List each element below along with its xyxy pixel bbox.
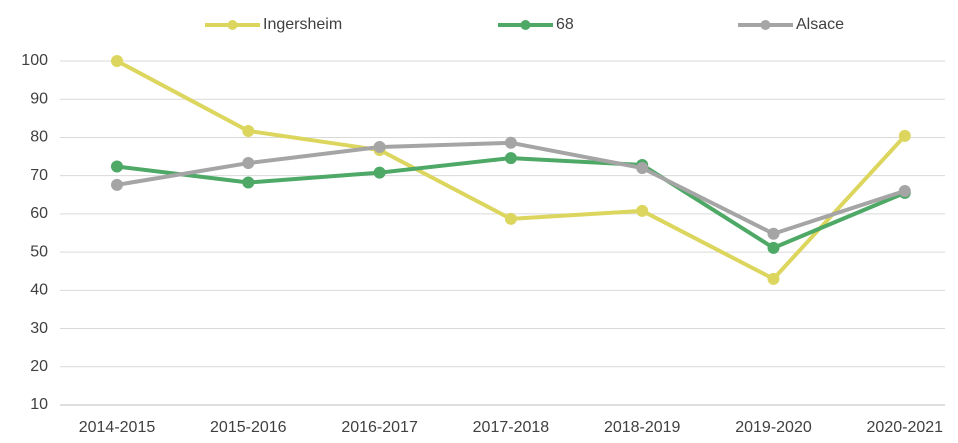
legend-marker [520,20,531,30]
data-point [111,160,123,173]
y-tick-label: 80 [30,129,48,146]
y-tick-label: 40 [30,282,48,299]
x-tick-label: 2014-2015 [79,419,156,436]
data-point [111,178,123,191]
data-point [242,124,255,137]
y-tick-label: 30 [30,320,48,337]
series-line [116,59,907,281]
y-tick-label: 90 [30,90,48,107]
data-point [898,184,911,197]
data-point [373,166,386,179]
legend-label: Ingersheim [263,16,342,33]
data-point [636,162,649,175]
y-tick-label: 50 [30,243,48,260]
legend-label: 68 [556,16,574,33]
x-tick-label: 2019-2020 [735,419,812,436]
data-point [504,212,517,225]
y-tick-label: 10 [30,396,48,413]
series-line [116,156,906,250]
legend-marker [760,20,771,30]
legend-marker [227,20,238,30]
y-tick-label: 70 [30,167,48,184]
data-point [767,241,780,254]
data-point [373,141,386,153]
y-tick-label: 100 [21,52,48,69]
data-point [242,176,255,189]
x-tick-label: 2018-2019 [604,419,681,436]
data-point [504,136,517,149]
data-point [111,55,123,67]
data-point [242,157,255,170]
data-point [767,272,780,285]
x-tick-label: 2020-2021 [867,419,944,436]
y-tick-label: 60 [30,205,48,222]
data-point [898,129,911,142]
data-point [504,152,517,165]
y-tick-label: 20 [30,358,48,375]
data-point [767,227,780,240]
x-tick-label: 2016-2017 [341,419,418,436]
x-tick-label: 2017-2018 [473,419,550,436]
data-point [636,204,649,217]
legend-label: Alsace [796,16,844,33]
x-tick-label: 2015-2016 [210,419,287,436]
